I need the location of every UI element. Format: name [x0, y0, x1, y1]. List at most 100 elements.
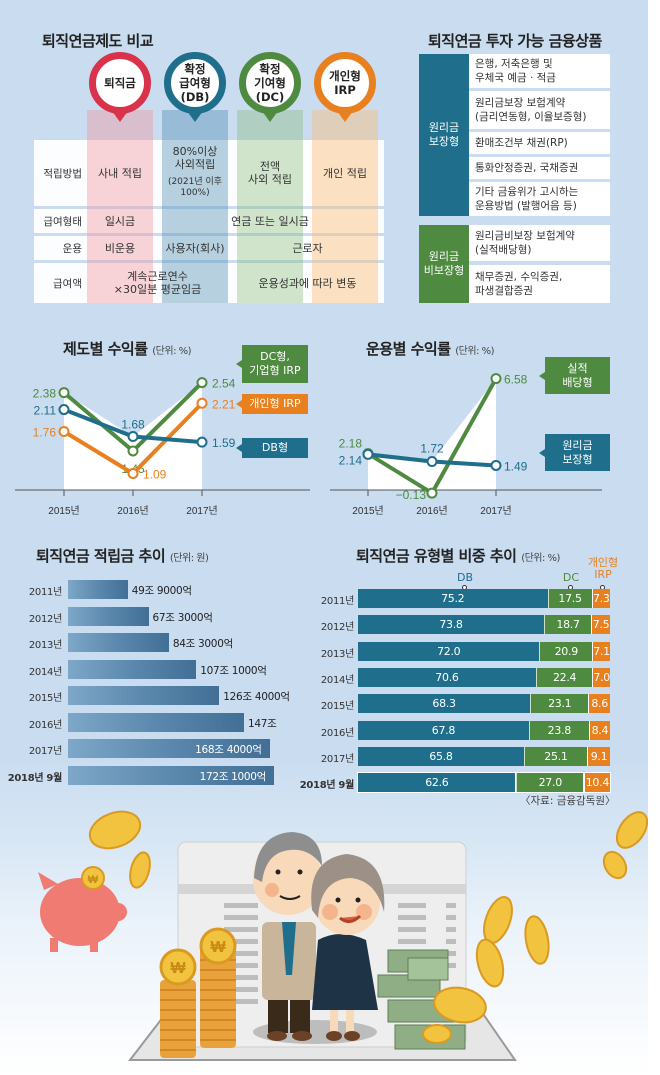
stacked-segment-dc: 23.1 — [530, 694, 589, 714]
data-point — [196, 436, 208, 448]
chart2-legend-performance: 실적 배당형 — [539, 357, 610, 394]
product-item: 은행, 저축은행 및 우체국 예금 · 적금 — [469, 54, 610, 88]
row-band-method — [34, 140, 384, 206]
category-guaranteed: 원리금 보장형 — [419, 54, 469, 216]
data-point — [127, 431, 139, 443]
bar-category-label: 2011년 — [320, 596, 354, 607]
bar — [68, 739, 270, 758]
pin-defined-contribution: 확정 기여형 (DC) — [239, 52, 301, 122]
coin-stack-left: ₩ — [159, 948, 197, 1058]
x-tick-label: 2017년 — [186, 505, 217, 517]
chart1-legend-irp: 개인형 IRP — [236, 394, 308, 414]
bar-category-label: 2017년 — [28, 746, 62, 757]
data-point — [490, 373, 502, 385]
source-note: 〈자료: 금융감독원〉 — [520, 795, 616, 807]
cell-manage-db: 사용자(회사) — [165, 241, 225, 255]
bar-category-label: 2018년 9월 — [299, 780, 355, 792]
stacked-segment-irp: 7.3 — [591, 589, 610, 608]
product-item: 채무증권, 수익증권, 파생결합증권 — [469, 265, 610, 303]
stacked-segment-db: 65.8 — [358, 746, 524, 766]
stacked-segment-dc: 23.8 — [528, 720, 589, 740]
bar-value-label: 107조 1000억 — [200, 664, 267, 677]
floating-coins — [88, 810, 648, 1044]
chart1-svg: 2015년2016년2017년2.381.452.541.761.092.212… — [15, 377, 310, 517]
data-point — [58, 426, 70, 438]
x-tick-label: 2016년 — [416, 505, 447, 517]
bar-category-label: 2012년 — [28, 613, 62, 625]
chart4-title-text: 퇴직연금 유형별 비중 추이 — [356, 547, 517, 565]
data-label: 2.14 — [339, 453, 363, 467]
chart1-title-text: 제도별 수익률 — [63, 340, 148, 358]
data-point — [127, 468, 139, 480]
chart1-legend-db: DB형 — [236, 438, 308, 458]
row-label-form: 급여형태 — [43, 215, 82, 228]
row-band-manage — [34, 236, 384, 260]
stacked-segment-db: 73.8 — [358, 615, 544, 635]
row-label-manage: 운용 — [62, 242, 82, 255]
cell-method-db-note: (2021년 이후 100%) — [167, 177, 223, 198]
stacked-segment-dc: 27.0 — [515, 773, 584, 793]
data-label: 2.11 — [34, 404, 57, 418]
stacked-segment-dc: 18.7 — [543, 615, 592, 635]
chart4-legend-irp: 개인형 IRP — [587, 556, 619, 581]
stacked-segment-db: 75.2 — [358, 589, 548, 608]
stacked-segment-irp: 9.1 — [587, 746, 610, 766]
stacked-segment-db: 62.6 — [358, 773, 516, 793]
column-band-db — [162, 110, 228, 303]
category-non-guaranteed: 원리금 비보장형 — [419, 225, 469, 303]
data-label: 2.21 — [212, 397, 236, 411]
chart1-legend-dc: DC형, 기업형 IRP — [236, 345, 308, 383]
data-label: 1.68 — [121, 418, 145, 432]
bar — [68, 580, 128, 599]
data-label: −0.13 — [396, 488, 427, 502]
stacked-segment-dc: 22.4 — [535, 667, 593, 687]
bar — [68, 765, 274, 785]
product-item: 환매조건부 채권(RP) — [469, 132, 610, 154]
svg-text:₩: ₩ — [170, 960, 186, 977]
chart4-title: 퇴직연금 유형별 비중 추이 (단위: %) — [356, 545, 560, 566]
pin-severance-pay: 퇴직금 — [89, 52, 151, 122]
x-tick-label: 2015년 — [352, 505, 383, 517]
stacked-segment-dc: 25.1 — [523, 746, 588, 766]
chart1-unit: (단위: %) — [152, 346, 192, 357]
bar-category-label: 2013년 — [320, 648, 354, 660]
data-label: 1.49 — [504, 459, 528, 473]
chart2-legend-guaranteed: 원리금 보장형 — [539, 434, 610, 471]
retirement-illustration: ₩ ₩ ₩ — [38, 810, 648, 1061]
data-label: 1.76 — [33, 426, 57, 440]
piggy-bank: ₩ — [38, 866, 127, 952]
chart3-title: 퇴직연금 적립금 추이 (단위: 원) — [36, 545, 209, 566]
bar-category-label: 2014년 — [28, 666, 62, 678]
data-point — [58, 404, 70, 416]
stacked-segment-db: 72.0 — [358, 641, 540, 661]
row-label-amount: 급여액 — [53, 277, 82, 290]
stacked-segment-irp: 10.4 — [583, 773, 610, 793]
bar — [68, 633, 169, 652]
data-point — [196, 377, 208, 389]
chart4-legend-db: DB — [456, 571, 474, 584]
bar — [68, 712, 244, 732]
data-label: 2.54 — [212, 377, 236, 391]
cell-manage-severance: 비운용 — [104, 241, 136, 255]
bar-value-label: 147조 — [247, 717, 277, 730]
bar-value-label: 49조 9000억 — [131, 585, 192, 597]
x-tick-label: 2016년 — [117, 505, 148, 517]
bar-category-label: 2014년 — [320, 674, 354, 686]
row-band-amount — [34, 263, 384, 303]
chart-area-fill — [368, 378, 496, 490]
data-label: 2.18 — [339, 437, 363, 451]
x-tick-label: 2017년 — [480, 505, 511, 517]
data-label: 1.59 — [212, 436, 236, 450]
stacked-segment-dc: 17.5 — [547, 589, 592, 608]
bar-category-label: 2016년 — [28, 719, 62, 731]
elderly-woman — [311, 854, 385, 1041]
column-band-severance — [87, 110, 153, 303]
data-point — [362, 448, 374, 460]
bar-value-label: 84조 3000억 — [172, 638, 233, 650]
stacked-segment-db: 70.6 — [358, 667, 536, 687]
coin-stack-right: ₩ — [199, 927, 237, 1048]
data-point — [127, 445, 139, 457]
bar-category-label: 2013년 — [28, 640, 62, 651]
cell-manage-worker: 근로자 — [292, 241, 323, 255]
chart2-title: 운용별 수익률 (단위: %) — [366, 338, 495, 359]
